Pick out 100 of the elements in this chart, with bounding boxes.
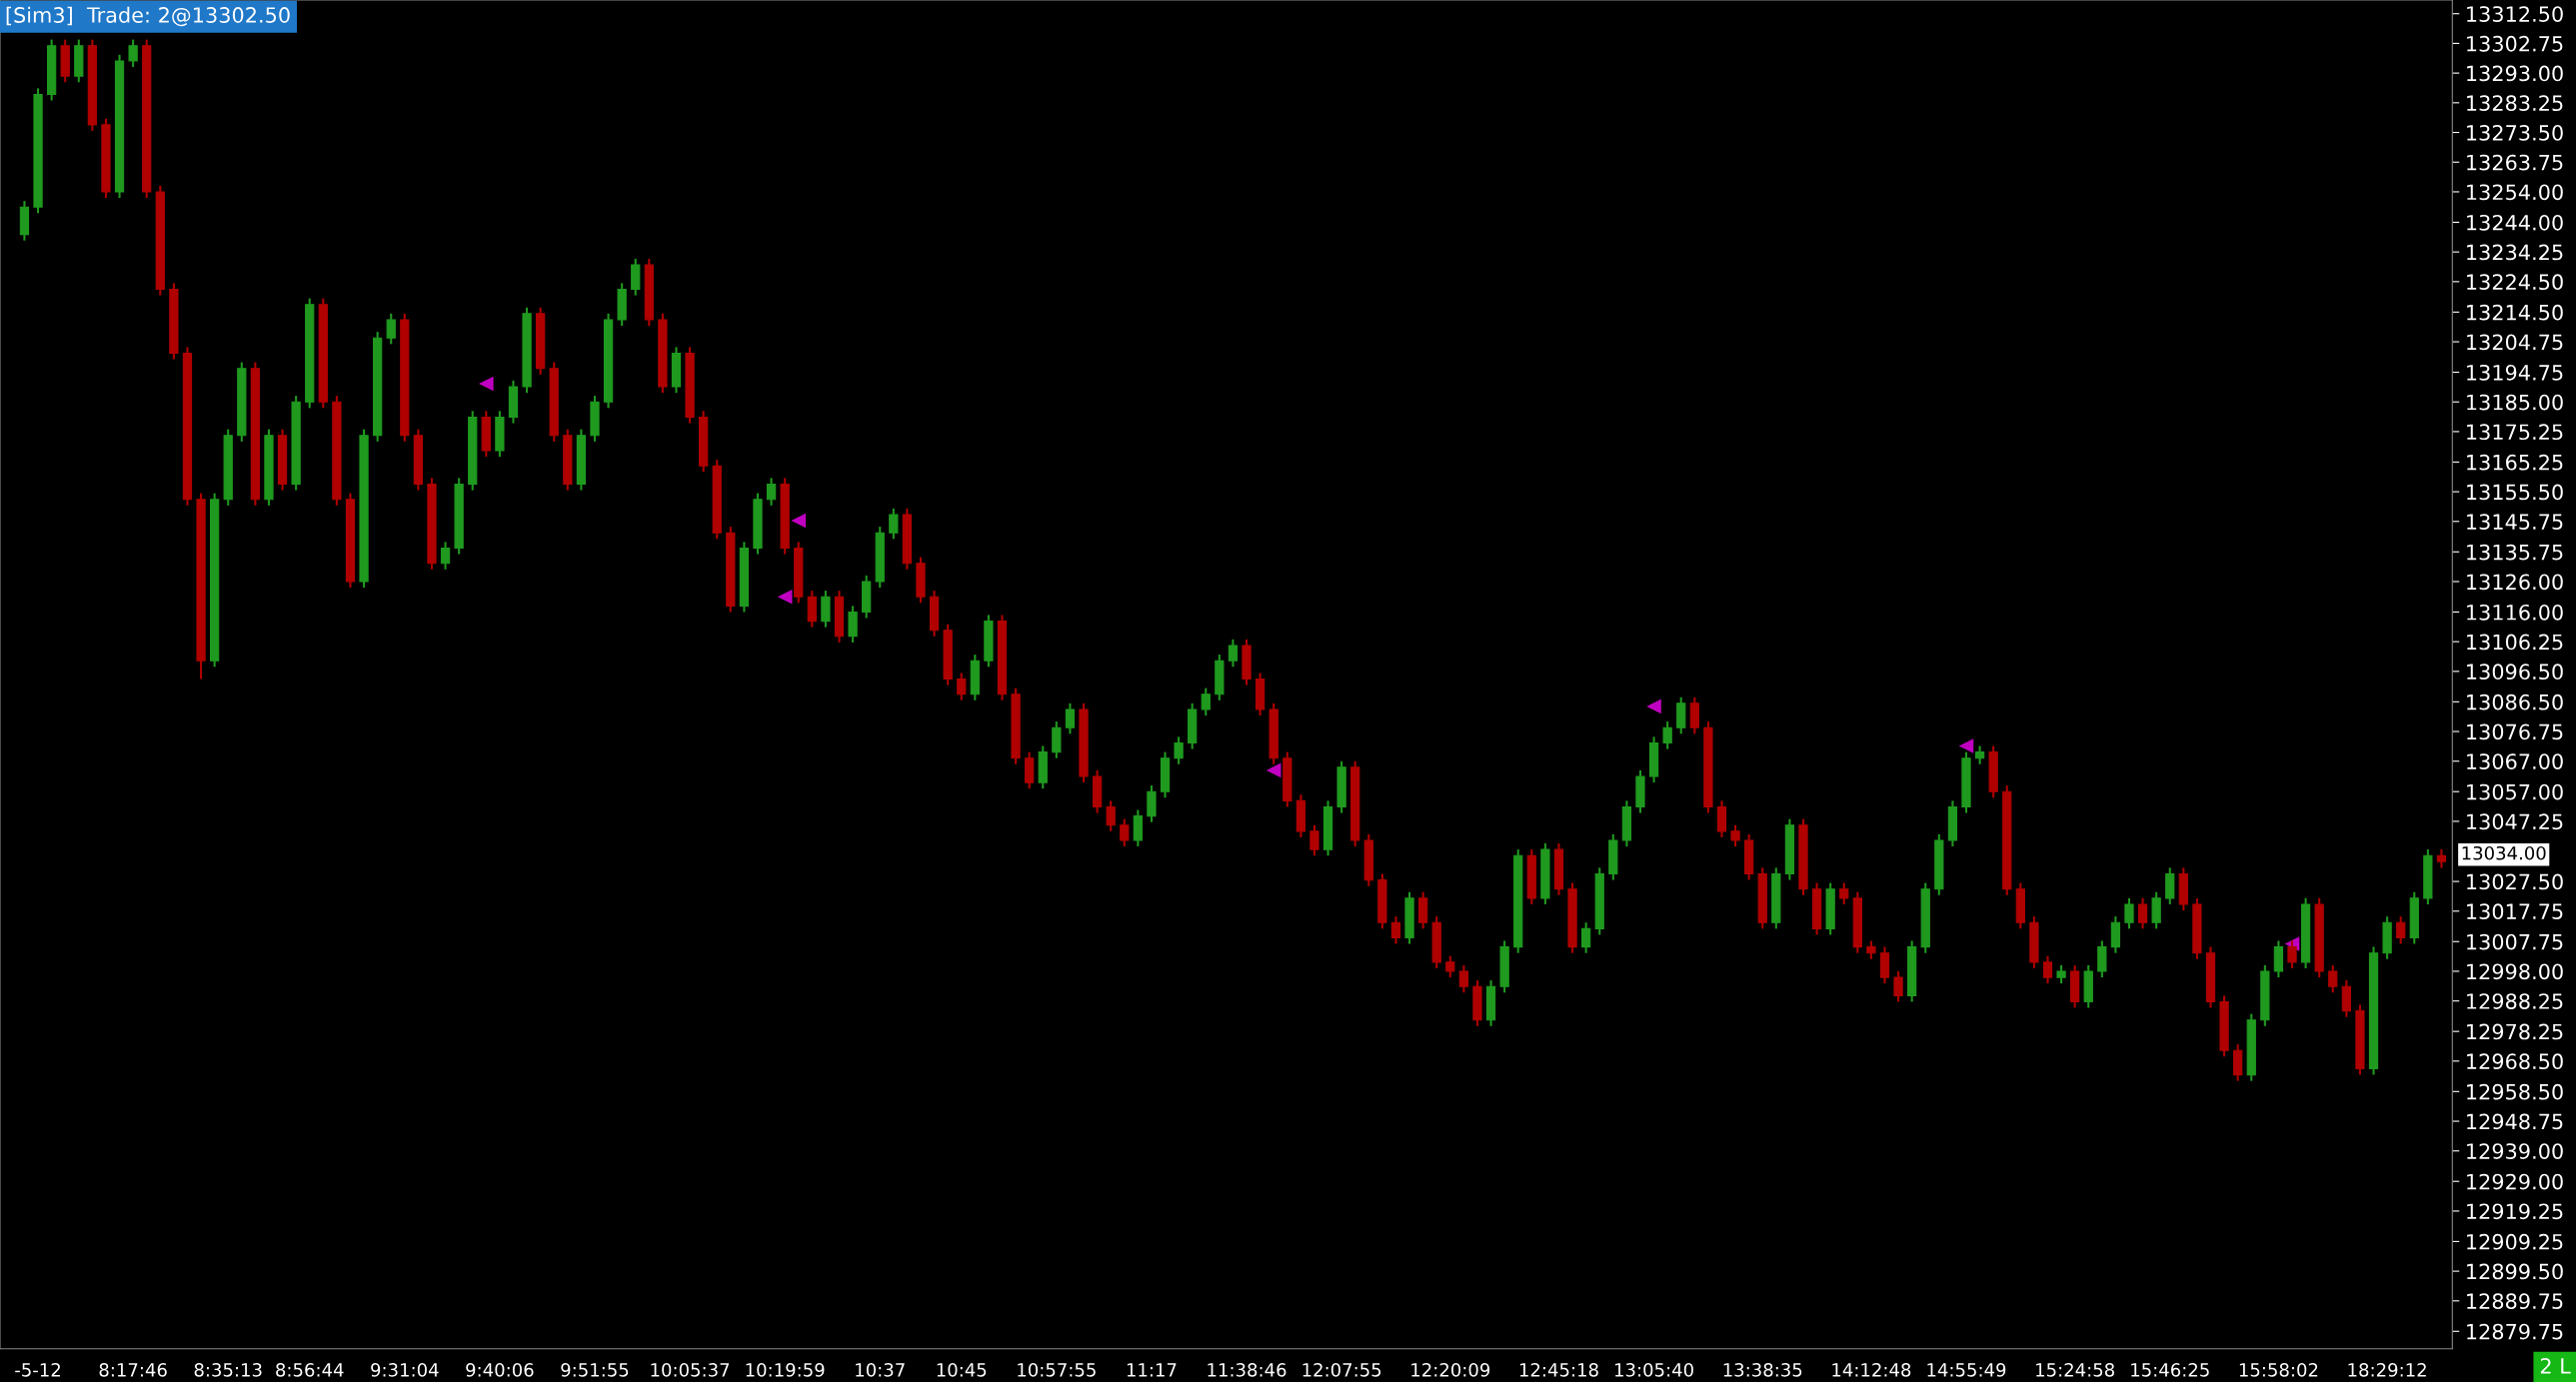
x-tick-label: 10:19:59 [746,1363,825,1377]
y-tick-label: 13106.25 [2467,634,2563,651]
y-tick-label: 13312.50 [2467,6,2563,22]
candlestick [889,507,899,541]
x-tick-label: 13:05:40 [1614,1363,1693,1377]
y-tick-label: 13204.75 [2467,334,2563,351]
annotation: [Sim3] Trade: 2@13302.50 [6,6,290,27]
y-tick-label: 13155.50 [2467,484,2563,501]
candlestick [1893,969,1903,1003]
x-tick-label: 11:17 [1127,1363,1177,1377]
x-tick-label: -5-12 [15,1363,60,1377]
y-tick-label: 13273.50 [2467,125,2563,141]
y-tick-label: 13293.00 [2467,65,2563,82]
y-tick-label: 13047.25 [2467,813,2563,830]
text: 13034.00 [2462,845,2546,860]
candlestick [1662,720,1672,750]
text: 2 L [2540,1358,2571,1374]
candlestick [128,38,138,69]
x-tick-label: 9:51:55 [561,1363,629,1377]
y-tick-label: 13126.00 [2467,574,2563,591]
x-tick-label: 8:56:44 [276,1363,344,1377]
candlestick [2056,963,2066,985]
candlestick [386,312,396,346]
x-tick-label: 10:57:55 [1018,1363,1096,1377]
y-tick-label: 13234.25 [2467,244,2563,261]
y-tick-label: 12919.25 [2467,1203,2563,1220]
point [1266,762,1282,778]
y-tick-label: 12998.00 [2467,963,2563,980]
x-tick-label: 15:46:25 [2131,1363,2209,1377]
y-tick-label: 12879.75 [2467,1323,2563,1340]
x-tick-label: 15:58:02 [2239,1363,2318,1377]
candlestick [1106,799,1116,832]
y-tick-label: 12909.25 [2467,1233,2563,1250]
x-tick-label: 11:38:46 [1208,1363,1287,1377]
x-tick-label: 14:55:49 [1927,1363,2006,1377]
y-tick-label: 13116.00 [2467,604,2563,621]
candlestick [2396,915,2406,945]
y-tick-label: 13165.25 [2467,454,2563,471]
y-tick-label: 13007.75 [2467,933,2563,950]
candlestick [766,477,777,507]
point [1958,738,1974,753]
candlestick [2436,848,2447,869]
x-tick-label: 10:05:37 [651,1363,730,1377]
candlestick [440,541,451,571]
y-tick-label: 13057.00 [2467,783,2563,800]
x-tick-label: 12:20:09 [1411,1363,1490,1377]
x-tick-label: 12:07:55 [1302,1363,1381,1377]
candlestick [1174,735,1184,765]
x-tick-label: 18:29:12 [2348,1363,2426,1377]
y-tick-label: 12968.50 [2467,1053,2563,1070]
y-tick-label: 12988.25 [2467,993,2563,1009]
y-tick-label: 12958.50 [2467,1083,2563,1100]
point [791,513,807,529]
x-tick-label: 15:24:58 [2036,1363,2114,1377]
candlestick [1866,939,1876,960]
point [1646,698,1661,714]
y-tick-label: 13185.00 [2467,394,2563,411]
candlestick [1974,744,1985,765]
candlestick [1445,954,1455,979]
candlestick [1839,881,1849,905]
y-tick-label: 13302.75 [2467,35,2563,52]
x-tick-label: 9:31:04 [371,1363,439,1377]
candlestick [2137,896,2148,930]
y-tick-label: 12939.00 [2467,1143,2563,1159]
candlestick [1065,701,1076,735]
y-tick-label: 12899.50 [2467,1263,2563,1280]
candlestick [1228,638,1239,669]
point [777,589,793,605]
y-tick-label: 13076.75 [2467,723,2563,740]
y-tick-label: 13224.50 [2467,274,2563,291]
y-tick-label: 13067.00 [2467,753,2563,769]
y-tick-label: 13283.25 [2467,95,2563,112]
y-tick-label: 13145.75 [2467,514,2563,531]
x-tick-label: 8:17:46 [99,1363,167,1377]
y-tick-label: 13017.75 [2467,903,2563,920]
candlestick [1730,823,1740,848]
candlestick [1309,823,1319,857]
y-tick-label: 13214.50 [2467,304,2563,321]
candlestick [1458,963,1469,994]
point [479,376,494,392]
candlestick [2124,896,2134,930]
candlestick [1390,915,1401,945]
y-tick-label: 13086.50 [2467,693,2563,710]
candlestick [1581,921,1591,954]
candlestick [2042,954,2053,985]
y-tick-label: 12929.00 [2467,1173,2563,1190]
y-tick-label: 13263.75 [2467,154,2563,171]
y-tick-label: 13096.50 [2467,664,2563,681]
x-tick-label: 13:38:35 [1723,1363,1802,1377]
y-tick-label: 13027.50 [2467,873,2563,890]
candlestick [2328,963,2338,994]
y-tick-label: 13175.25 [2467,424,2563,441]
x-tick-label: 14:12:48 [1832,1363,1911,1377]
candlestick [2287,939,2297,969]
y-tick-label: 13135.75 [2467,544,2563,561]
y-tick-label: 12978.25 [2467,1023,2563,1040]
x-tick-label: 9:40:06 [466,1363,534,1377]
candlestick [1120,817,1130,848]
y-tick-label: 13244.00 [2467,214,2563,231]
y-tick-label: 12948.75 [2467,1113,2563,1130]
